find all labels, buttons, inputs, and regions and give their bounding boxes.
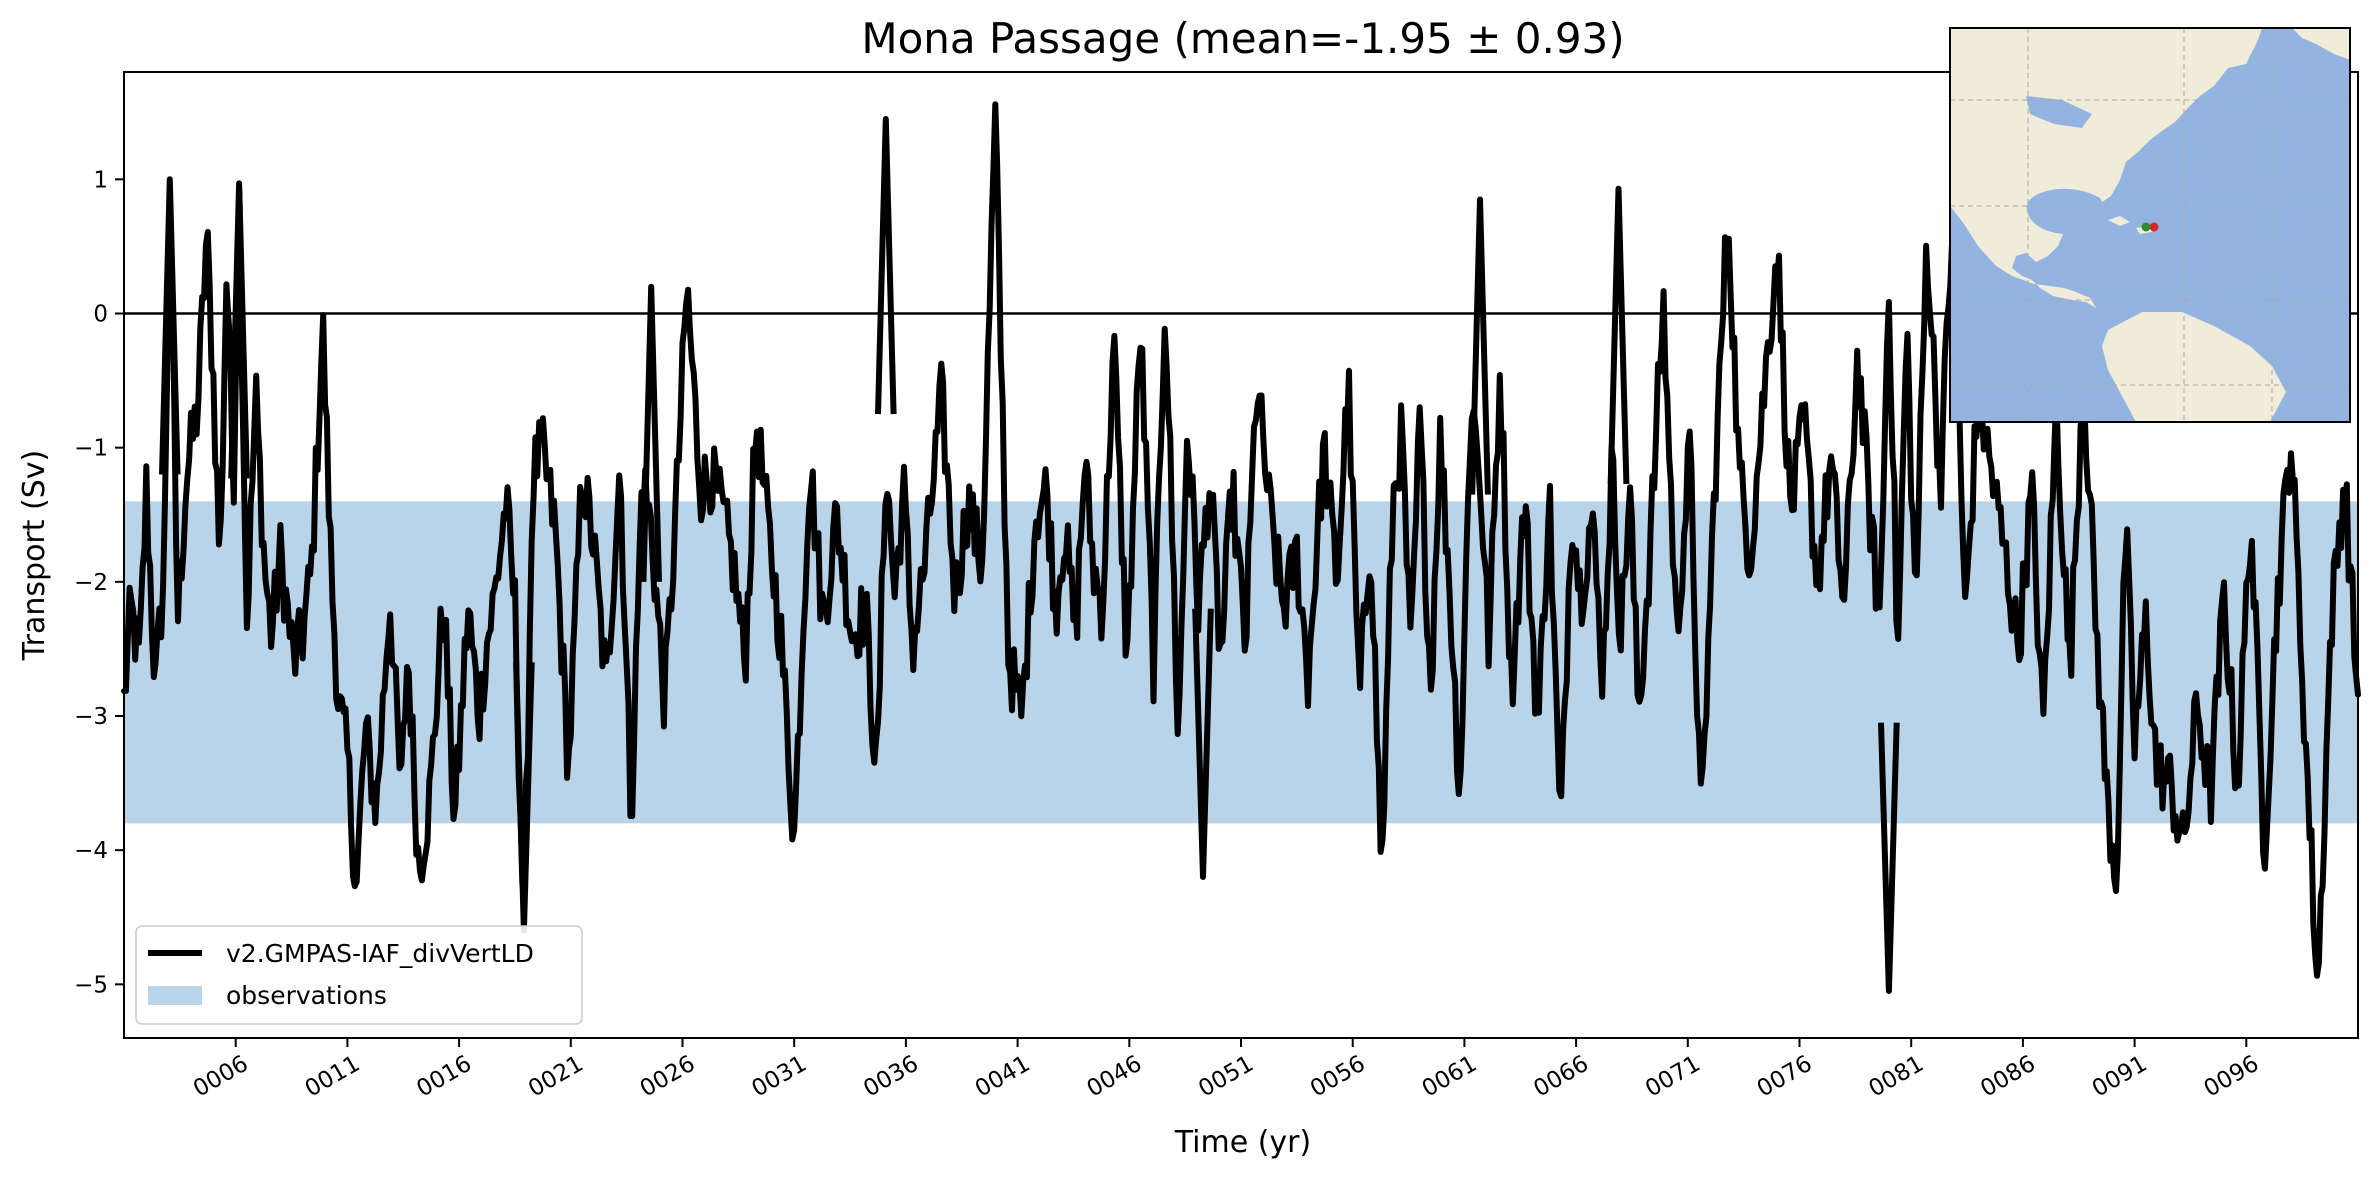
inset-marker-section-end	[2149, 222, 2159, 232]
legend-label-series: v2.GMPAS-IAF_divVertLD	[226, 939, 534, 968]
y-tick-label: −4	[74, 838, 108, 864]
inset-marker-section-start	[2141, 222, 2151, 232]
y-tick-label: −5	[74, 972, 108, 998]
inset-greenland	[2292, 28, 2350, 60]
peak-spike-8	[1878, 722, 1900, 994]
y-tick-label: 1	[93, 167, 108, 193]
y-tick-label: −3	[74, 704, 108, 730]
inset-frame	[1949, 27, 2351, 423]
series-line-v2-gmpas	[121, 101, 2361, 979]
legend-swatch-observations	[148, 986, 202, 1005]
chart-title: Mona Passage (mean=-1.95 ± 0.93)	[861, 14, 1624, 63]
peak-spike-3	[640, 283, 662, 582]
inset-map	[1949, 27, 2351, 423]
peak-spike-5	[1192, 608, 1214, 880]
x-axis-label: Time (yr)	[1174, 1125, 1311, 1160]
inset-caribbean-islands	[2108, 216, 2152, 234]
legend-box	[135, 925, 583, 1025]
y-tick-label: 0	[93, 302, 108, 328]
legend: v2.GMPAS-IAF_divVertLD observations	[135, 925, 583, 1025]
y-tick-label: −1	[74, 436, 108, 462]
peak-spike-0	[159, 176, 181, 475]
legend-label-observations: observations	[226, 981, 387, 1010]
peak-marks	[159, 116, 1900, 994]
peak-spike-1	[228, 180, 250, 479]
y-tick-label: −2	[74, 570, 108, 596]
y-axis-label: Transport (Sv)	[17, 450, 52, 662]
inset-hudson-bay	[2026, 96, 2092, 128]
inset-gridlines	[1950, 28, 2350, 422]
inset-south-america	[2102, 312, 2286, 422]
plot-area	[121, 71, 2361, 1039]
y-axis-ticks: 1 0 −1 −2 −3 −4 −5	[74, 167, 124, 998]
peak-spike-6	[1469, 196, 1491, 495]
peak-spike-4	[875, 116, 897, 415]
peak-spike-7	[1607, 185, 1630, 484]
inset-gulf-of-mexico	[2026, 188, 2103, 234]
